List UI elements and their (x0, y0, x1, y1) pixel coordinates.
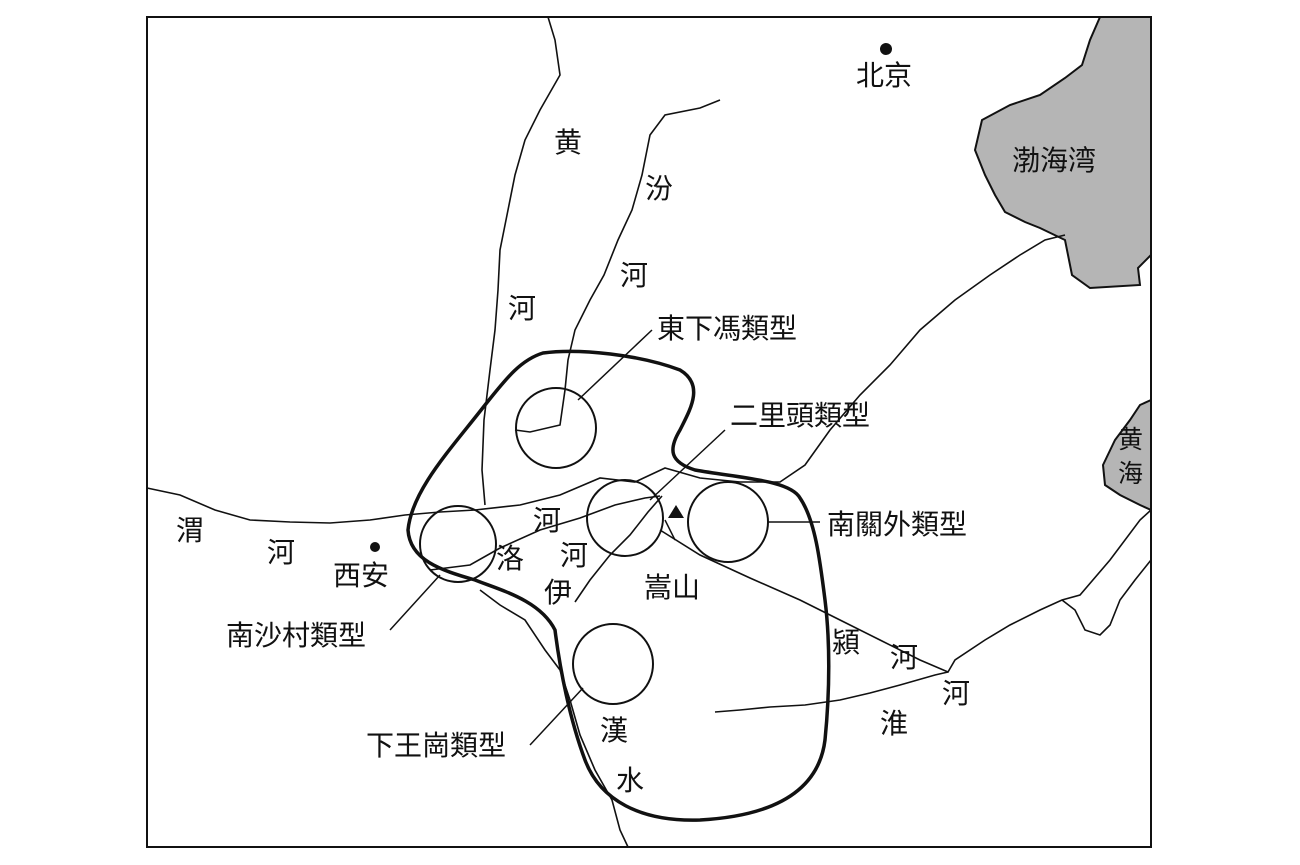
label-xian: 西安 (333, 559, 389, 592)
yellow-sea (1101, 398, 1152, 512)
label-yinghe-2: 河 (890, 641, 918, 674)
label-nanshacun: 南沙村類型 (226, 619, 366, 652)
label-beijing: 北京 (856, 59, 912, 92)
label-yihe-2: 河 (560, 539, 588, 572)
xian-dot (370, 542, 380, 552)
coastline (1061, 559, 1152, 636)
label-fenhe-1: 汾 (645, 172, 673, 205)
label-hanshui-1: 漢 (600, 714, 628, 747)
label-xiawanggang: 下王崗類型 (366, 729, 506, 762)
label-luohe-2: 河 (533, 504, 561, 537)
bohai-sea (973, 16, 1152, 290)
beijing-dot (880, 43, 892, 55)
songshan-mountain-icon (668, 505, 684, 518)
label-erlitou: 二里頭類型 (730, 399, 870, 432)
yellow-river-upper (481, 16, 561, 506)
fen-river (514, 99, 721, 433)
huai-river (714, 671, 949, 713)
label-fenhe-2: 河 (620, 259, 648, 292)
culture-boundary (406, 349, 831, 822)
erlitou-circle (586, 479, 664, 557)
ying-river (659, 509, 1152, 674)
label-yihe-1: 伊 (544, 576, 572, 609)
label-bohai: 渤海湾 (1012, 144, 1096, 177)
yi-river (574, 495, 663, 603)
yellow-river-main (146, 234, 1066, 524)
label-weihe-1: 渭 (176, 514, 204, 547)
label-huaihe-1: 淮 (880, 707, 908, 740)
label-songshan: 嵩山 (644, 571, 700, 604)
label-weihe-2: 河 (267, 536, 295, 569)
han-river (479, 589, 629, 848)
label-dongxiafeng: 東下馮類型 (657, 312, 797, 345)
label-nanguanwai: 南關外類型 (827, 508, 967, 541)
label-huanghe-1: 黄 (554, 126, 582, 159)
rivers (146, 16, 1152, 848)
xiawanggang-circle (572, 623, 654, 705)
label-luohe-1: 洛 (496, 542, 524, 575)
label-yinghe-1: 潁 (832, 626, 860, 659)
label-huanghai-2: 海 (1118, 459, 1143, 488)
label-huanghe-2: 河 (508, 292, 536, 325)
label-hanshui-2: 水 (616, 764, 644, 797)
luo-river (429, 495, 661, 571)
label-huaihe-2: 河 (942, 677, 970, 710)
leader-lines (389, 329, 820, 746)
label-huanghai-1: 黄 (1118, 425, 1143, 454)
dongxiafeng-circle (515, 387, 597, 469)
nanshacun-circle (419, 505, 497, 583)
